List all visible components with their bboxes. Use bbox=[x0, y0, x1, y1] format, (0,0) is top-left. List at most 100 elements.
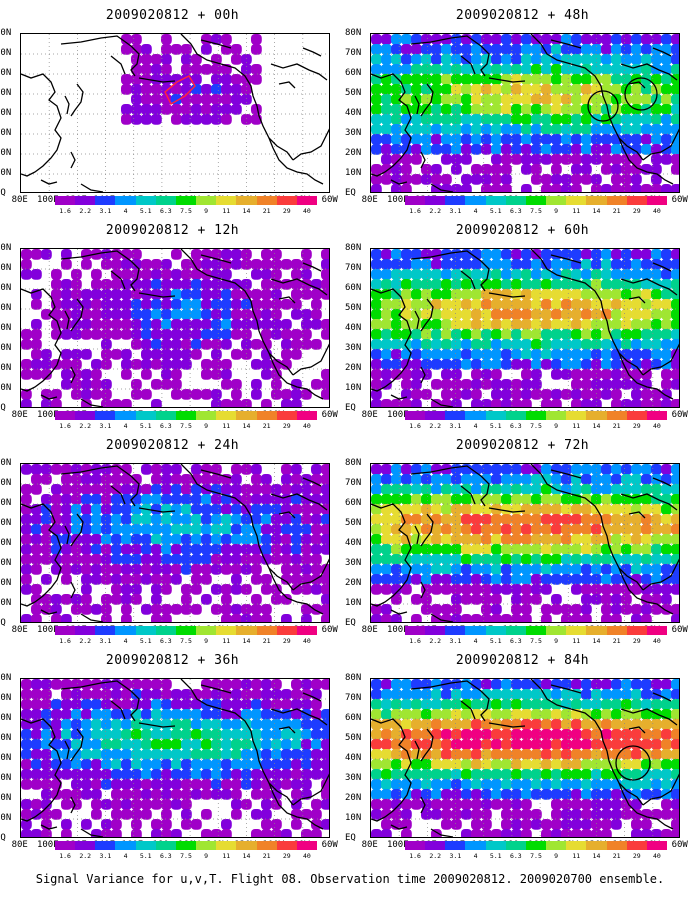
variance-cell bbox=[61, 554, 72, 565]
variance-cell bbox=[121, 369, 132, 380]
variance-cell bbox=[131, 44, 142, 55]
variance-cell bbox=[201, 554, 212, 565]
variance-cell bbox=[671, 154, 679, 165]
variance-cell bbox=[401, 689, 412, 700]
lat-label: 40N bbox=[345, 108, 362, 118]
colorbar-swatch bbox=[276, 841, 297, 850]
variance-cell bbox=[481, 259, 492, 270]
variance-cell bbox=[551, 819, 562, 830]
variance-cell bbox=[141, 779, 152, 790]
variance-cell bbox=[631, 689, 642, 700]
lat-label: 50N bbox=[345, 88, 362, 98]
colorbar-swatch bbox=[216, 196, 237, 205]
variance-cell bbox=[161, 104, 172, 115]
variance-cell bbox=[71, 769, 82, 780]
variance-cell bbox=[131, 104, 142, 115]
variance-cell bbox=[461, 514, 472, 525]
variance-cell bbox=[371, 164, 382, 175]
variance-cell bbox=[181, 494, 192, 505]
variance-cell bbox=[261, 249, 272, 260]
variance-cell bbox=[71, 389, 82, 400]
colorbar-tick-label: 7.5 bbox=[180, 207, 192, 215]
variance-cell bbox=[561, 739, 572, 750]
variance-cell bbox=[111, 564, 122, 575]
variance-cell bbox=[671, 164, 679, 175]
colorbar-tick-label: 5.1 bbox=[489, 852, 502, 860]
colorbar-swatch bbox=[95, 411, 116, 420]
variance-cell bbox=[371, 474, 382, 485]
variance-cell bbox=[671, 809, 679, 820]
variance-cell bbox=[451, 329, 462, 340]
variance-cell bbox=[321, 269, 329, 280]
variance-cell bbox=[451, 494, 462, 505]
variance-cell bbox=[211, 399, 222, 407]
variance-cell bbox=[471, 164, 482, 175]
variance-cell bbox=[651, 249, 662, 260]
variance-cell bbox=[111, 299, 122, 310]
variance-cell bbox=[91, 319, 102, 330]
variance-cell bbox=[301, 544, 312, 555]
variance-cell bbox=[251, 514, 262, 525]
colorbar-swatch bbox=[546, 626, 567, 635]
colorbar-tick-label: 4 bbox=[123, 207, 128, 215]
variance-cell bbox=[511, 299, 522, 310]
variance-cell bbox=[81, 389, 92, 400]
variance-map bbox=[20, 33, 330, 193]
variance-cell bbox=[401, 94, 412, 105]
variance-cell bbox=[231, 574, 242, 585]
variance-cell bbox=[641, 504, 652, 515]
variance-cell bbox=[521, 614, 532, 622]
variance-cell bbox=[291, 339, 302, 350]
variance-cell bbox=[451, 104, 462, 115]
variance-cell bbox=[491, 534, 502, 545]
variance-cell bbox=[411, 484, 422, 495]
variance-cell bbox=[531, 44, 542, 55]
variance-cell bbox=[441, 114, 452, 125]
colorbar-swatch bbox=[566, 626, 587, 635]
variance-cell bbox=[281, 614, 292, 622]
variance-cell bbox=[401, 259, 412, 270]
variance-cell bbox=[611, 329, 622, 340]
variance-cell bbox=[471, 349, 482, 360]
variance-cell bbox=[671, 184, 679, 192]
variance-cell bbox=[481, 339, 492, 350]
variance-cell bbox=[301, 319, 312, 330]
variance-cell bbox=[191, 64, 202, 75]
variance-cell bbox=[551, 369, 562, 380]
variance-cell bbox=[541, 299, 552, 310]
variance-cell bbox=[391, 349, 402, 360]
variance-cell bbox=[431, 309, 442, 320]
variance-cell bbox=[631, 174, 642, 185]
variance-cell bbox=[261, 799, 272, 810]
variance-cell bbox=[111, 584, 122, 595]
variance-cell bbox=[101, 309, 112, 320]
variance-cell bbox=[261, 819, 272, 830]
variance-cell bbox=[621, 134, 632, 145]
variance-cell bbox=[131, 789, 142, 800]
coastline bbox=[371, 679, 679, 837]
variance-cell bbox=[621, 44, 632, 55]
variance-cell bbox=[241, 64, 252, 75]
variance-cell bbox=[51, 769, 62, 780]
variance-cell bbox=[371, 759, 382, 770]
variance-cell bbox=[531, 54, 542, 65]
graticule bbox=[21, 464, 329, 622]
variance-cell bbox=[441, 319, 452, 330]
variance-cell bbox=[251, 789, 262, 800]
variance-cell bbox=[501, 809, 512, 820]
variance-cell bbox=[651, 134, 662, 145]
variance-cell bbox=[651, 729, 662, 740]
lat-label: 50N bbox=[345, 303, 362, 313]
variance-cell bbox=[661, 124, 672, 135]
variance-cell bbox=[191, 689, 202, 700]
variance-cell bbox=[31, 269, 42, 280]
colorbar-swatch bbox=[276, 196, 297, 205]
variance-cell bbox=[181, 349, 192, 360]
colorbar-swatch bbox=[55, 196, 76, 205]
variance-cell bbox=[621, 524, 632, 535]
colorbar-ticks: 1.6 2.2 3.1 4 5.1 6.3 7.5 9 11 14 21 29 40 bbox=[405, 853, 667, 861]
variance-cell bbox=[521, 309, 532, 320]
variance-cell bbox=[131, 34, 142, 45]
colorbar-swatch bbox=[586, 841, 607, 850]
variance-cell bbox=[411, 289, 422, 300]
